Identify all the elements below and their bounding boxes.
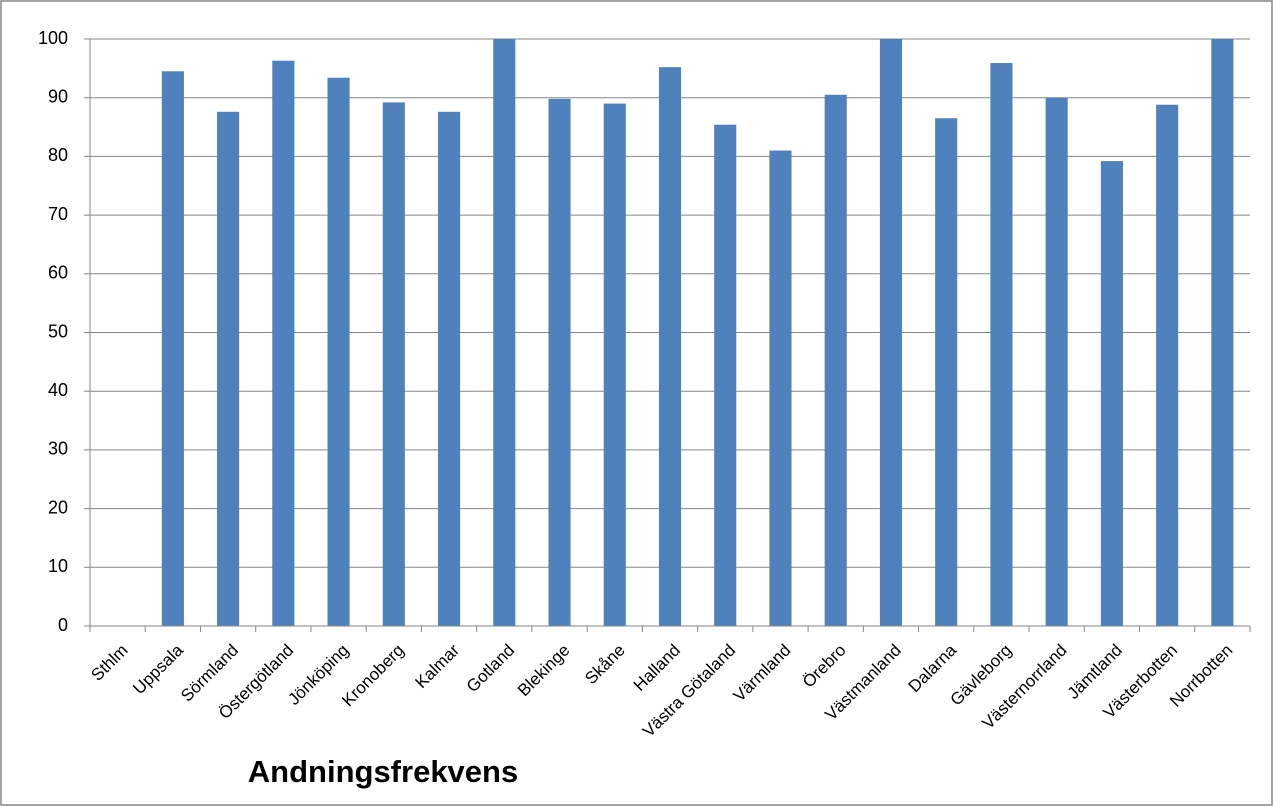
bar xyxy=(824,94,847,626)
bar xyxy=(548,98,571,626)
bar xyxy=(935,118,958,627)
bar xyxy=(161,71,184,626)
y-tick-label: 40 xyxy=(48,380,68,400)
y-tick-label: 10 xyxy=(48,556,68,576)
y-tick-label: 90 xyxy=(48,86,68,106)
y-tick-label: 50 xyxy=(48,321,68,341)
bar xyxy=(769,150,792,626)
y-tick-label: 80 xyxy=(48,145,68,165)
bar xyxy=(879,39,902,626)
y-tick-label: 100 xyxy=(38,28,68,48)
bar xyxy=(990,63,1013,626)
y-tick-label: 70 xyxy=(48,204,68,224)
bar xyxy=(438,111,461,626)
y-tick-label: 30 xyxy=(48,439,68,459)
bar xyxy=(1045,97,1068,626)
bar xyxy=(603,103,626,626)
y-tick-label: 20 xyxy=(48,497,68,517)
y-tick-label: 0 xyxy=(58,615,68,635)
bar xyxy=(658,67,682,626)
bar xyxy=(714,124,737,627)
bar xyxy=(1100,161,1123,626)
bar xyxy=(382,102,405,626)
bar xyxy=(493,39,516,626)
y-tick-label: 60 xyxy=(48,263,68,283)
bar xyxy=(1156,104,1179,626)
bar xyxy=(272,60,295,627)
bar xyxy=(1211,39,1234,626)
chart-title: Andningsfrekvens xyxy=(248,754,518,789)
bar xyxy=(327,77,350,626)
bar xyxy=(217,111,240,626)
